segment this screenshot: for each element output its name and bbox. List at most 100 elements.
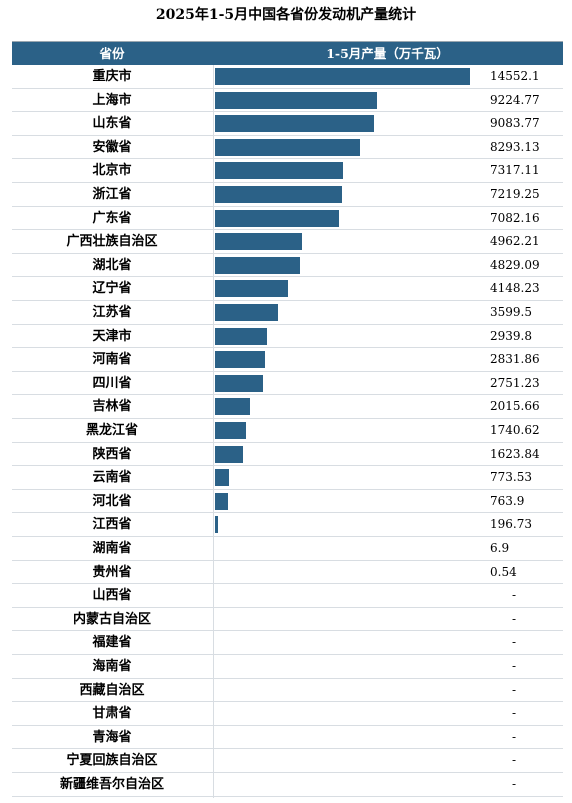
table-row: 江苏省 3599.5 [12,301,563,325]
value-label: 4829.09 [490,257,540,272]
province-label: 宁夏回族自治区 [66,753,158,769]
bar [215,233,302,251]
data-table: 省份 1-5月产量（万千瓦） 重庆市 14552.1 上海市 9224.77 山东省 90… [12,41,563,798]
value-label: 2015.66 [490,399,540,414]
province-label: 江西省 [92,517,132,533]
value-label: - [512,777,517,791]
bar [215,422,246,439]
value-label: - [512,706,517,721]
header-output: 1-5月产量（万千瓦） [326,46,449,61]
table-row: 山西省 - [12,584,563,608]
province-label: 海南省 [92,659,132,674]
value-label: - [512,611,517,626]
value-label: 7082.16 [490,210,540,225]
province-label: 内蒙古自治区 [72,611,151,627]
province-label: 新疆维吾尔自治区 [59,777,164,792]
bar [215,256,300,274]
bar [215,469,229,487]
table-row: 吉林省 2015.66 [12,395,563,419]
value-label: 7219.25 [490,187,540,201]
value-label: - [512,635,517,650]
table-row: 重庆市 14552.1 [12,65,563,89]
bar [215,68,470,85]
value-label: 773.53 [490,470,532,485]
value-label: 14552.1 [490,69,540,83]
province-label: 浙江省 [92,187,132,202]
table-row: 浙江省 7219.25 [12,183,563,207]
table-row: 安徽省 8293.13 [12,136,563,160]
bar [215,304,279,321]
province-label: 福建省 [92,635,132,651]
table-row: 福建省 - [12,631,563,655]
table-row: 宁夏回族自治区 - [12,749,563,773]
bar [215,327,267,345]
province-label: 广东省 [92,210,132,226]
province-label: 广西壮族自治区 [66,234,158,250]
table-row: 天津市 2939.8 [12,325,563,349]
chart-title: 2025年1-5月中国各省份发动机产量统计 [155,7,417,23]
table-row: 海南省 - [12,655,563,679]
province-label: 吉林省 [92,399,132,415]
table-row: 陕西省 1623.84 [12,443,563,467]
header-province: 省份 [99,46,125,61]
province-label: 山西省 [92,588,132,604]
bar [215,91,377,109]
province-label: 江苏省 [92,305,132,320]
province-label: 青海省 [92,729,132,745]
province-label: 西藏自治区 [79,682,145,698]
value-label: 2751.23 [490,375,540,390]
province-label: 安徽省 [92,139,132,155]
value-label: 1623.84 [490,446,540,461]
value-label: - [512,682,517,697]
table-row: 内蒙古自治区 - [12,608,563,632]
table-row: 湖北省 4829.09 [12,254,563,278]
province-label: 山东省 [92,116,132,132]
bar [215,280,288,298]
table-row: 广东省 7082.16 [12,207,563,231]
value-label: - [512,588,517,603]
value-label: 8293.13 [490,139,540,154]
province-label: 陕西省 [92,446,132,462]
table-row: 辽宁省 4148.23 [12,277,563,301]
value-label: - [512,753,517,768]
province-label: 湖南省 [92,541,132,556]
table-row: 新疆维吾尔自治区 - [12,773,563,797]
province-label: 重庆市 [92,69,132,84]
value-label: 1740.62 [490,423,540,437]
bar [215,162,344,180]
bar [215,138,361,156]
province-label: 湖北省 [92,257,132,273]
province-label: 河南省 [92,352,132,368]
value-label: 2831.86 [490,352,540,367]
table-row: 青海省 - [12,726,563,750]
table-row: 贵州省 0.54 [12,561,563,585]
bar [215,492,229,510]
province-label: 河北省 [92,493,132,509]
bar [215,516,219,534]
value-label: 6.9 [490,541,510,555]
value-label: 9083.77 [490,116,540,131]
province-label: 上海市 [92,92,132,108]
value-label: 763.9 [490,493,525,508]
bar [215,445,244,463]
table-header: 省份 1-5月产量（万千瓦） [12,42,563,65]
bar [215,186,342,203]
table-row: 广西壮族自治区 4962.21 [12,230,563,254]
column-divider [213,65,214,798]
table-row: 北京市 7317.11 [12,159,563,183]
table-row: 山东省 9083.77 [12,112,563,136]
bar [215,209,340,227]
table-row: 上海市 9224.77 [12,89,563,113]
value-label: 0.54 [490,564,517,579]
table-row: 云南省 773.53 [12,466,563,490]
value-label: 4962.21 [490,234,540,249]
table-row: 湖南省 6.9 [12,537,563,561]
table-row: 河南省 2831.86 [12,348,563,372]
bar [215,351,265,369]
value-label: 4148.23 [490,281,540,296]
value-label: 3599.5 [490,305,532,319]
bar [215,115,375,133]
province-label: 贵州省 [92,564,132,580]
value-label: - [512,659,517,673]
province-label: 北京市 [92,163,132,179]
